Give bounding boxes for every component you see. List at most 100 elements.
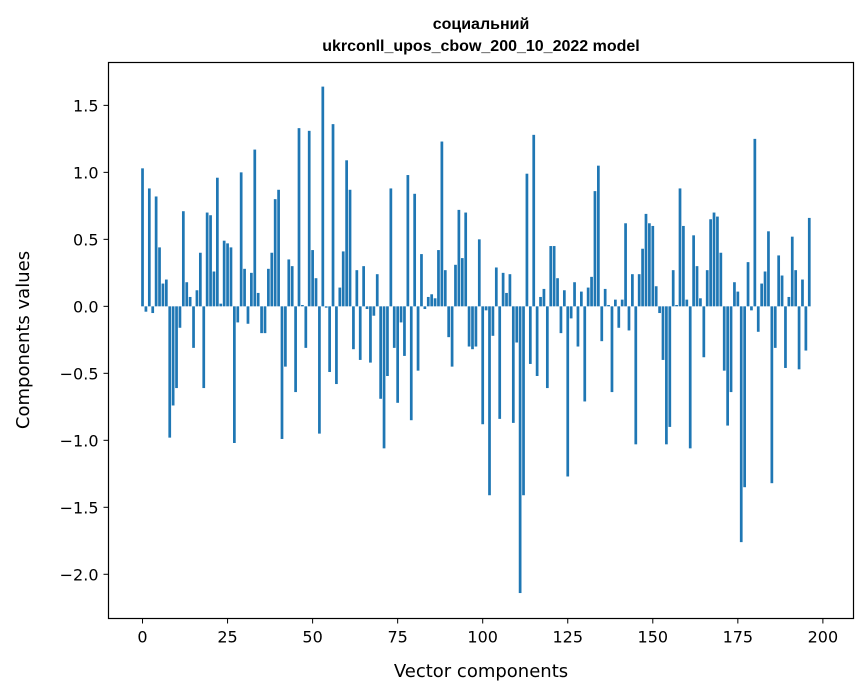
bar-43 [287,259,291,307]
bar-159 [682,225,685,307]
bar-11 [178,306,182,328]
bar-0 [141,168,144,307]
bar-48 [304,306,308,348]
bar-151 [654,286,658,307]
bar-29 [239,172,243,307]
bar-37 [267,268,270,307]
bar-104 [494,267,498,307]
bar-143 [627,306,631,331]
chart-title-line2: ukrconll_upos_cbow_200_10_2022 model [322,38,639,55]
bar-3 [151,306,155,314]
bar-68 [372,306,376,316]
bar-157 [675,304,678,307]
bar-123 [559,306,563,334]
bar-185 [770,306,774,484]
bar-86 [433,298,437,307]
bar-88 [440,141,444,307]
bar-70 [379,306,383,399]
bar-178 [746,262,750,307]
chart-title-line1: социальний [433,16,530,33]
bar-51 [314,278,318,307]
bar-150 [651,225,655,307]
bar-6 [161,283,165,307]
x-tick-label: 175 [723,628,754,647]
bar-55 [328,306,331,372]
bar-102 [488,306,491,496]
bar-26 [229,247,233,307]
bar-130 [583,306,587,402]
bar-144 [631,274,634,307]
plot-frame [107,61,855,620]
bar-1 [144,306,148,312]
bar-22 [215,177,219,307]
bar-83 [423,306,427,310]
bar-58 [338,287,342,307]
bar-92 [454,264,457,307]
bar-24 [222,240,226,307]
y-tick-label: 0.0 [73,297,98,316]
bar-113 [525,173,529,307]
bar-78 [406,175,410,307]
bar-5 [158,247,161,307]
bar-94 [460,258,464,307]
bar-47 [301,304,304,307]
bar-49 [307,130,311,307]
bar-95 [464,212,468,307]
bar-54 [324,306,328,308]
bar-155 [668,306,672,427]
bar-99 [477,239,481,307]
bar-125 [566,306,570,477]
bar-184 [767,231,770,307]
bar-107 [505,292,508,307]
y-tick-label: −1.0 [60,431,99,450]
bar-161 [688,306,692,449]
bar-98 [474,306,478,347]
bar-2 [147,188,151,307]
bar-19 [205,212,209,307]
bar-25 [226,243,229,307]
bar-53 [321,86,325,307]
bar-82 [420,254,423,307]
x-tick-label: 150 [638,628,669,647]
bar-52 [318,306,321,434]
bar-23 [219,303,223,307]
bar-142 [624,223,627,307]
bar-106 [501,272,505,307]
bar-90 [447,306,451,338]
bar-18 [202,306,206,389]
bar-63 [355,270,359,307]
bar-40 [277,189,280,307]
bar-30 [243,268,246,307]
bar-12 [181,211,185,307]
bar-183 [763,271,767,307]
bar-190 [787,296,791,307]
y-axis-label: Components values [13,251,34,429]
x-tick-label: 125 [552,628,583,647]
bar-167 [709,219,712,307]
bar-140 [617,306,621,328]
bar-169 [716,216,719,307]
bar-136 [603,288,607,307]
bar-62 [352,306,355,350]
bar-134 [597,165,600,307]
bar-13 [185,282,189,307]
bar-166 [705,270,709,307]
bar-196 [807,217,811,307]
bar-38 [270,252,274,307]
bar-105 [498,306,502,419]
bar-164 [699,298,702,307]
bar-117 [539,296,542,307]
bar-195 [804,306,808,351]
bar-173 [729,306,733,393]
bar-15 [192,306,195,348]
y-tick-label: 0.5 [73,230,98,249]
bar-127 [573,282,576,307]
bar-85 [430,294,434,307]
bar-71 [382,306,386,449]
bar-139 [614,299,617,307]
bar-72 [386,306,389,377]
bar-50 [311,250,314,307]
bar-81 [416,306,420,371]
y-tick-label: −2.0 [60,565,99,584]
bar-129 [579,291,583,307]
